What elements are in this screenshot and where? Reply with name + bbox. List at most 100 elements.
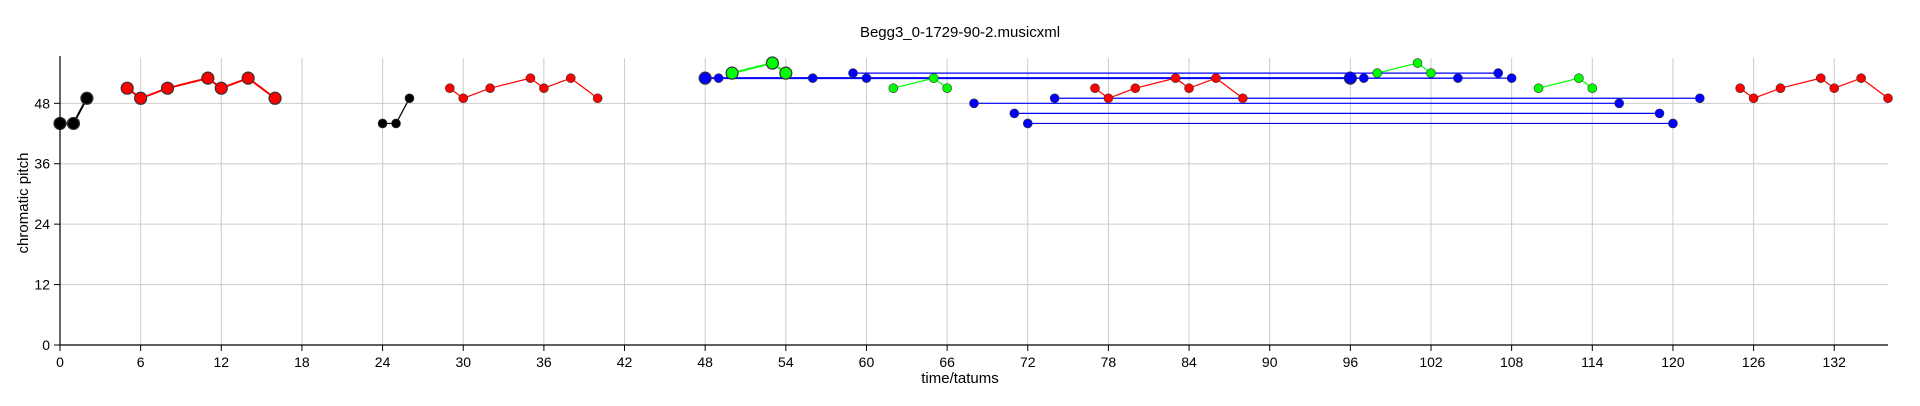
data-point	[539, 83, 549, 94]
chart-title: Begg3_0-1729-90-2.musicxml	[860, 24, 1060, 41]
data-point	[404, 93, 415, 104]
series-line	[1538, 77, 1593, 89]
data-point	[1614, 98, 1624, 109]
x-tick-label: 96	[1343, 354, 1359, 370]
x-tick-label: 12	[214, 354, 230, 370]
x-axis-label: time/tatums	[921, 370, 999, 387]
series-line	[893, 77, 948, 89]
data-point	[1815, 73, 1826, 83]
data-point	[458, 93, 469, 104]
data-point	[725, 66, 739, 80]
data-point	[807, 73, 818, 83]
data-point	[765, 56, 779, 70]
data-point	[592, 93, 603, 104]
x-tick-label: 120	[1661, 354, 1685, 370]
data-point	[1829, 83, 1840, 94]
plot-area	[53, 56, 1893, 131]
x-tick-label: 36	[536, 354, 552, 370]
data-point	[241, 71, 255, 85]
x-tick-label: 84	[1181, 354, 1197, 370]
data-point	[1372, 68, 1383, 78]
data-point	[120, 81, 134, 95]
y-tick-label: 12	[34, 277, 50, 293]
data-point	[1748, 93, 1759, 104]
data-point	[1238, 93, 1248, 104]
data-point	[1775, 83, 1786, 94]
x-tick-label: 66	[939, 354, 955, 370]
data-point	[1090, 83, 1100, 94]
x-tick-label: 24	[375, 354, 391, 370]
data-point	[1184, 83, 1194, 94]
series-line	[1094, 77, 1244, 99]
data-point	[1668, 118, 1678, 129]
x-tick-label: 18	[294, 354, 310, 370]
y-axis-label: chromatic pitch	[15, 153, 32, 254]
data-point	[1856, 73, 1866, 83]
x-tick-label: 48	[697, 354, 713, 370]
data-point	[80, 91, 94, 105]
x-tick-label: 102	[1419, 354, 1443, 370]
data-point	[848, 68, 858, 78]
data-point	[969, 98, 979, 109]
data-point	[391, 118, 401, 129]
series-line	[449, 77, 599, 99]
x-tick-label: 0	[56, 354, 64, 370]
x-tick-label: 132	[1823, 354, 1847, 370]
data-point	[1695, 93, 1705, 104]
y-tick-label: 24	[34, 216, 50, 232]
data-point	[1654, 108, 1665, 119]
data-point	[779, 66, 793, 80]
data-point	[565, 73, 576, 83]
data-point	[698, 71, 712, 85]
data-point	[1022, 118, 1033, 129]
grid	[60, 58, 1888, 345]
x-tick-label: 108	[1500, 354, 1524, 370]
data-point	[1735, 83, 1745, 94]
data-point	[942, 83, 952, 94]
data-point	[1130, 83, 1141, 94]
data-point	[1211, 73, 1221, 83]
data-point	[1883, 93, 1893, 104]
data-point	[1587, 83, 1598, 94]
x-tick-label: 90	[1262, 354, 1278, 370]
data-point	[201, 71, 215, 85]
data-point	[66, 116, 81, 131]
data-point	[525, 73, 536, 83]
data-point	[134, 91, 148, 105]
data-point	[214, 81, 228, 95]
data-point	[1574, 73, 1584, 83]
data-point	[485, 83, 495, 94]
x-tick-label: 42	[617, 354, 633, 370]
data-point	[861, 73, 872, 83]
x-tick-label: 126	[1742, 354, 1766, 370]
y-tick-label: 36	[34, 156, 50, 172]
x-tick-label: 78	[1101, 354, 1117, 370]
x-tick-label: 54	[778, 354, 794, 370]
data-point	[160, 81, 175, 95]
data-point	[1493, 68, 1504, 78]
data-point	[888, 83, 899, 94]
data-point	[1103, 93, 1114, 104]
x-tick-label: 114	[1581, 354, 1604, 370]
data-point	[377, 118, 388, 129]
data-point	[1049, 93, 1060, 104]
data-point	[1412, 58, 1423, 68]
data-point	[1009, 108, 1020, 119]
series-line	[1377, 62, 1432, 74]
axes: 0 6 12 18 24 30 36 42 48 54 60 66 72 78 84 90 96 102 108 11…	[34, 56, 1888, 370]
y-tick-label: 48	[34, 95, 50, 111]
series-line	[1739, 77, 1889, 99]
x-tick-label: 60	[859, 354, 875, 370]
data-point	[1426, 68, 1436, 78]
data-point	[928, 73, 939, 83]
data-point	[713, 73, 724, 83]
y-tick-label: 0	[42, 337, 50, 353]
data-point	[1506, 73, 1517, 83]
x-tick-label: 6	[137, 354, 145, 370]
data-point	[268, 91, 282, 105]
data-point	[1170, 73, 1181, 83]
data-point	[1533, 83, 1544, 94]
x-tick-label: 72	[1020, 354, 1036, 370]
